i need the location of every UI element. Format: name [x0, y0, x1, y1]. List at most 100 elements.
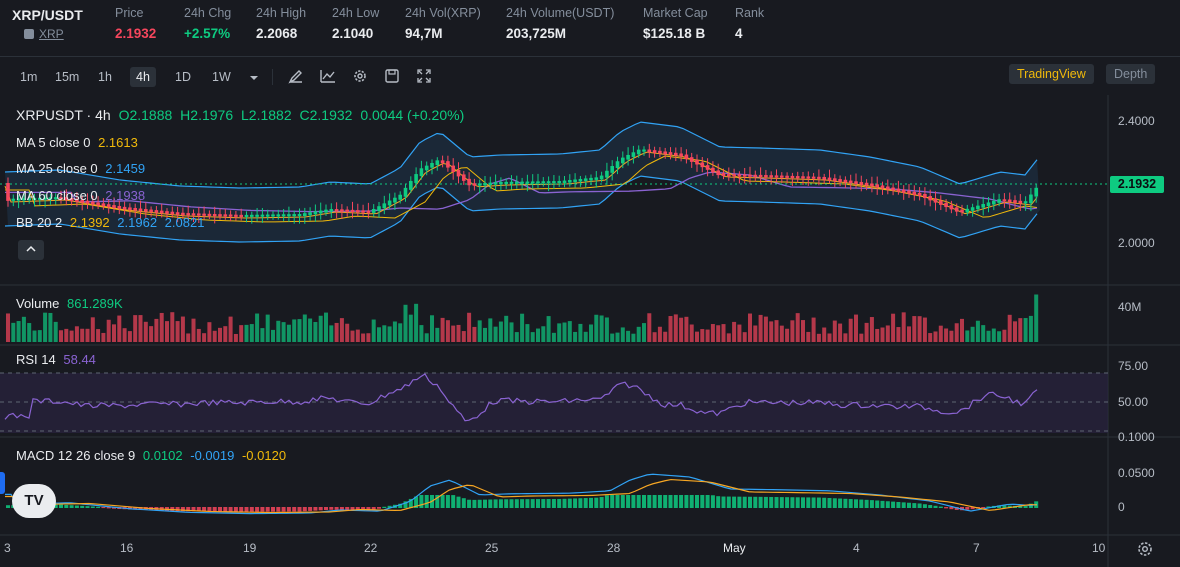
volume-bar	[498, 321, 503, 342]
candlestick-chart[interactable]	[0, 95, 1180, 567]
candle-body	[483, 183, 487, 186]
volume-bar	[504, 315, 509, 342]
macd-histogram-bar	[848, 499, 853, 508]
macd-histogram-bar	[329, 507, 334, 510]
side-panel-tab[interactable]	[0, 472, 5, 494]
volume-bar	[827, 333, 832, 342]
candle-body	[435, 160, 440, 165]
macd-histogram-bar	[859, 499, 864, 508]
volume-bar	[832, 320, 837, 342]
interval-4h[interactable]: 4h	[130, 67, 156, 87]
candle-body	[891, 187, 895, 191]
candle-body	[122, 206, 127, 210]
candle-body	[626, 154, 630, 160]
legend-close: C2.1932	[299, 107, 353, 123]
macd-histogram-bar	[1007, 505, 1012, 508]
candle-body	[366, 210, 371, 213]
interval-1d[interactable]: 1D	[175, 70, 191, 84]
candle-body	[149, 209, 153, 213]
macd-histogram-bar	[302, 507, 307, 512]
chart-settings-icon[interactable]	[1136, 540, 1154, 558]
depth-button[interactable]: Depth	[1106, 64, 1156, 84]
candle-body	[737, 174, 742, 177]
indicators-icon[interactable]	[320, 68, 336, 84]
macd-histogram-bar	[965, 507, 970, 510]
candle-body	[202, 213, 206, 216]
volume-bar	[244, 324, 249, 342]
interval-1w[interactable]: 1W	[212, 70, 231, 84]
macd-histogram-bar	[191, 507, 196, 512]
macd-histogram-bar	[758, 496, 763, 508]
volume-bar	[875, 328, 880, 342]
draw-pen-icon[interactable]	[288, 68, 304, 84]
gear-icon[interactable]	[352, 68, 368, 84]
macd-histogram-bar	[901, 502, 906, 508]
volume-bar	[514, 332, 519, 342]
volume-bar	[732, 321, 737, 342]
macd-histogram-bar	[1002, 505, 1007, 508]
volume-bar	[938, 325, 943, 342]
volume-bar	[536, 328, 540, 342]
volume-bar	[255, 313, 260, 342]
macd-histogram-bar	[355, 507, 360, 511]
macd-histogram-bar	[271, 507, 275, 512]
candle-body	[361, 210, 365, 213]
macd-histogram-bar	[785, 497, 790, 508]
candle-body	[647, 149, 652, 153]
macd-histogram-bar	[223, 507, 228, 512]
candle-body	[38, 197, 42, 200]
volume-bar	[896, 327, 901, 342]
candle-body	[313, 211, 318, 215]
volume-bar	[1002, 329, 1007, 342]
macd-histogram-bar	[907, 502, 911, 508]
save-icon[interactable]	[384, 68, 400, 84]
symbol-title[interactable]: XRP/USDT	[12, 7, 83, 23]
price-tick: 2.4000	[1118, 114, 1155, 128]
volume-bar	[382, 325, 387, 342]
candle-body	[748, 174, 752, 177]
caret-down-icon[interactable]	[246, 70, 262, 86]
volume-bar	[615, 332, 620, 342]
macd-histogram-bar	[636, 495, 641, 508]
volume-bar	[541, 326, 546, 342]
candle-body	[960, 209, 964, 213]
fullscreen-icon[interactable]	[416, 68, 432, 84]
time-tick: 16	[120, 541, 134, 555]
coin-info-link[interactable]: XRP	[24, 27, 64, 41]
interval-15m[interactable]: 15m	[55, 70, 80, 84]
volume-bar	[334, 322, 339, 342]
candle-body	[1002, 199, 1007, 202]
macd-histogram-bar	[339, 507, 344, 510]
macd-histogram-bar	[822, 497, 827, 508]
interval-1h[interactable]: 1h	[98, 70, 112, 84]
tradingview-button[interactable]: TradingView	[1009, 64, 1094, 84]
macd-histogram-bar	[308, 507, 313, 511]
candle-body	[197, 213, 201, 216]
candle-body	[27, 198, 31, 201]
macd-histogram-bar	[801, 497, 805, 508]
macd-histogram-bar	[938, 506, 943, 508]
macd-histogram-bar	[779, 497, 784, 508]
interval-1m[interactable]: 1m	[20, 70, 38, 84]
collapse-legend-button[interactable]	[18, 240, 44, 260]
stat-value: 2.2068	[256, 26, 298, 41]
candle-body	[817, 176, 821, 179]
macd-histogram-bar	[567, 498, 572, 508]
macd-histogram-bar	[864, 499, 869, 508]
candle-body	[652, 150, 657, 153]
candle-body	[679, 153, 683, 157]
volume-bar	[223, 326, 228, 342]
macd-histogram-bar	[673, 495, 678, 508]
volume-bar	[573, 331, 578, 342]
bb-legend: BB 20 2 2.1392 2.1962 2.0821	[16, 215, 208, 230]
candle-body	[22, 198, 26, 201]
candle-body	[901, 189, 906, 193]
candle-body	[1018, 200, 1023, 204]
macd-histogram-bar	[53, 504, 58, 508]
macd-histogram-bar	[435, 495, 440, 508]
candle-body	[223, 214, 228, 217]
macd-histogram-bar	[260, 507, 265, 512]
macd-histogram-bar	[371, 507, 376, 510]
candle-body	[562, 180, 567, 184]
volume-bar	[604, 317, 609, 342]
